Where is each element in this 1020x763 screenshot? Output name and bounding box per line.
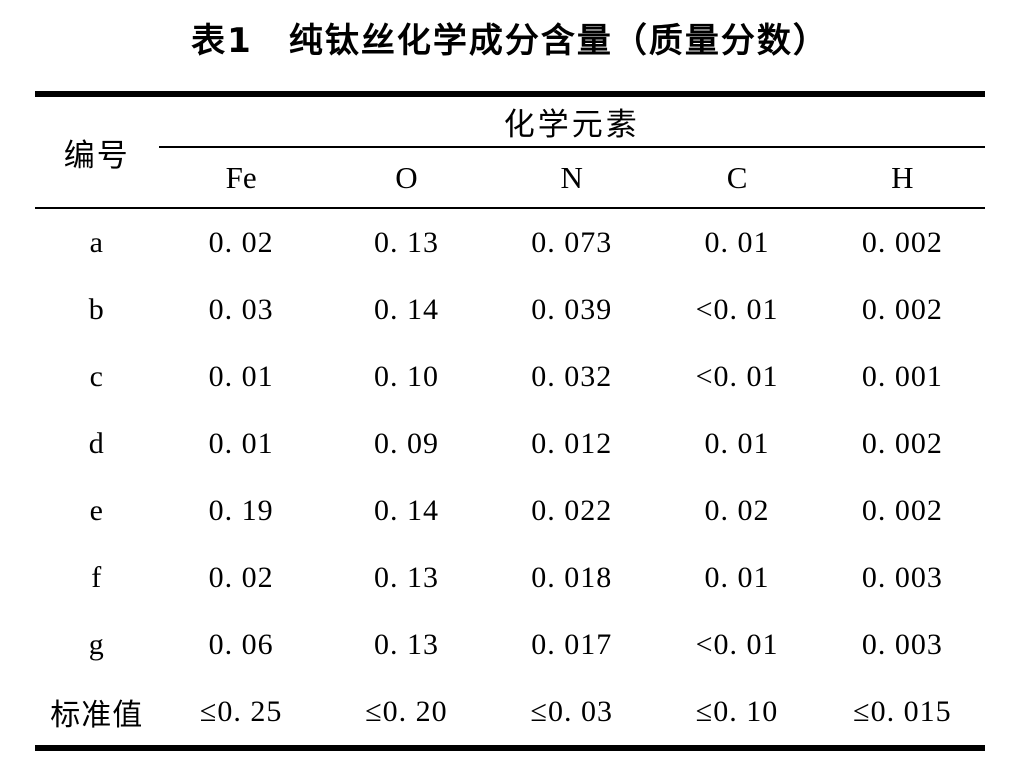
table-row: a 0. 02 0. 13 0. 073 0. 01 0. 002 — [35, 208, 985, 276]
value-cell: 0. 003 — [861, 627, 943, 661]
table-row: f 0. 02 0. 13 0. 018 0. 01 0. 003 — [35, 544, 985, 611]
table-body: a 0. 02 0. 13 0. 073 0. 01 0. 002 b 0. 0… — [35, 208, 985, 748]
value-cell: 0. 19 — [208, 493, 274, 527]
value-cell: 0. 003 — [861, 560, 943, 594]
row-header-label: 编号 — [35, 94, 159, 209]
value-cell: 0. 01 — [208, 426, 274, 460]
row-label: g — [88, 627, 105, 661]
table-row: b 0. 03 0. 14 0. 039 <0. 01 0. 002 — [35, 276, 985, 343]
value-cell: ≤0. 25 — [199, 694, 283, 728]
value-cell: 0. 01 — [704, 426, 770, 460]
value-cell: 0. 10 — [373, 359, 439, 393]
table-row-standard-value: 标准值 ≤0. 25 ≤0. 20 ≤0. 03 ≤0. 10 ≤0. 015 — [35, 678, 985, 748]
value-cell: 0. 002 — [861, 426, 943, 460]
value-cell: 0. 13 — [373, 560, 439, 594]
column-header-c: C — [654, 147, 820, 209]
value-cell: 0. 001 — [861, 359, 943, 393]
table-row: d 0. 01 0. 09 0. 012 0. 01 0. 002 — [35, 410, 985, 477]
row-label: a — [89, 225, 104, 259]
value-cell: 0. 012 — [531, 426, 613, 460]
column-header-n: N — [489, 147, 655, 209]
value-cell: ≤0. 20 — [365, 694, 448, 728]
value-cell: 0. 017 — [531, 627, 613, 661]
value-cell: 0. 002 — [861, 225, 943, 259]
column-header-row: Fe O N C H — [35, 147, 985, 209]
chemical-composition-table: 编号 化学元素 Fe O N C H a 0. 02 0. 13 0. 073 … — [35, 91, 985, 751]
value-cell: <0. 01 — [695, 359, 779, 393]
row-label: f — [91, 560, 103, 594]
value-cell: 0. 039 — [531, 292, 613, 326]
row-label: d — [88, 426, 105, 460]
value-cell: 0. 01 — [704, 560, 770, 594]
value-cell: 0. 018 — [531, 560, 613, 594]
row-label: b — [88, 292, 105, 326]
value-cell: 0. 13 — [373, 627, 439, 661]
value-cell: 0. 02 — [208, 560, 274, 594]
table-row: c 0. 01 0. 10 0. 032 <0. 01 0. 001 — [35, 343, 985, 410]
column-header-h: H — [819, 147, 985, 209]
value-cell: 0. 14 — [373, 292, 439, 326]
value-cell: 0. 022 — [531, 493, 613, 527]
column-header-fe: Fe — [158, 147, 324, 209]
value-cell: 0. 06 — [208, 627, 274, 661]
value-cell: 0. 14 — [373, 493, 439, 527]
value-cell: 0. 02 — [704, 493, 770, 527]
value-cell: ≤0. 03 — [530, 694, 613, 728]
value-cell: 0. 01 — [704, 225, 770, 259]
table-header: 编号 化学元素 Fe O N C H — [35, 94, 985, 209]
value-cell: 0. 01 — [208, 359, 274, 393]
row-label: 标准值 — [50, 698, 144, 732]
value-cell: 0. 13 — [373, 225, 439, 259]
value-cell: ≤0. 015 — [853, 694, 952, 728]
value-cell: 0. 03 — [208, 292, 274, 326]
row-label: c — [89, 359, 104, 393]
group-header-row: 编号 化学元素 — [35, 94, 985, 209]
value-cell: 0. 09 — [373, 426, 439, 460]
value-cell: <0. 01 — [695, 627, 779, 661]
row-label: e — [89, 493, 104, 527]
value-cell: 0. 073 — [531, 225, 613, 259]
value-cell: 0. 002 — [861, 292, 943, 326]
table-row: e 0. 19 0. 14 0. 022 0. 02 0. 002 — [35, 477, 985, 544]
value-cell: 0. 02 — [208, 225, 274, 259]
value-cell: 0. 032 — [531, 359, 613, 393]
value-cell: 0. 002 — [861, 493, 943, 527]
group-header-label: 化学元素 — [158, 94, 985, 148]
column-header-o: O — [323, 147, 490, 209]
value-cell: <0. 01 — [695, 292, 779, 326]
table-row: g 0. 06 0. 13 0. 017 <0. 01 0. 003 — [35, 611, 985, 678]
table-title: 表1 纯钛丝化学成分含量（质量分数） — [191, 21, 829, 61]
value-cell: ≤0. 10 — [695, 694, 779, 728]
